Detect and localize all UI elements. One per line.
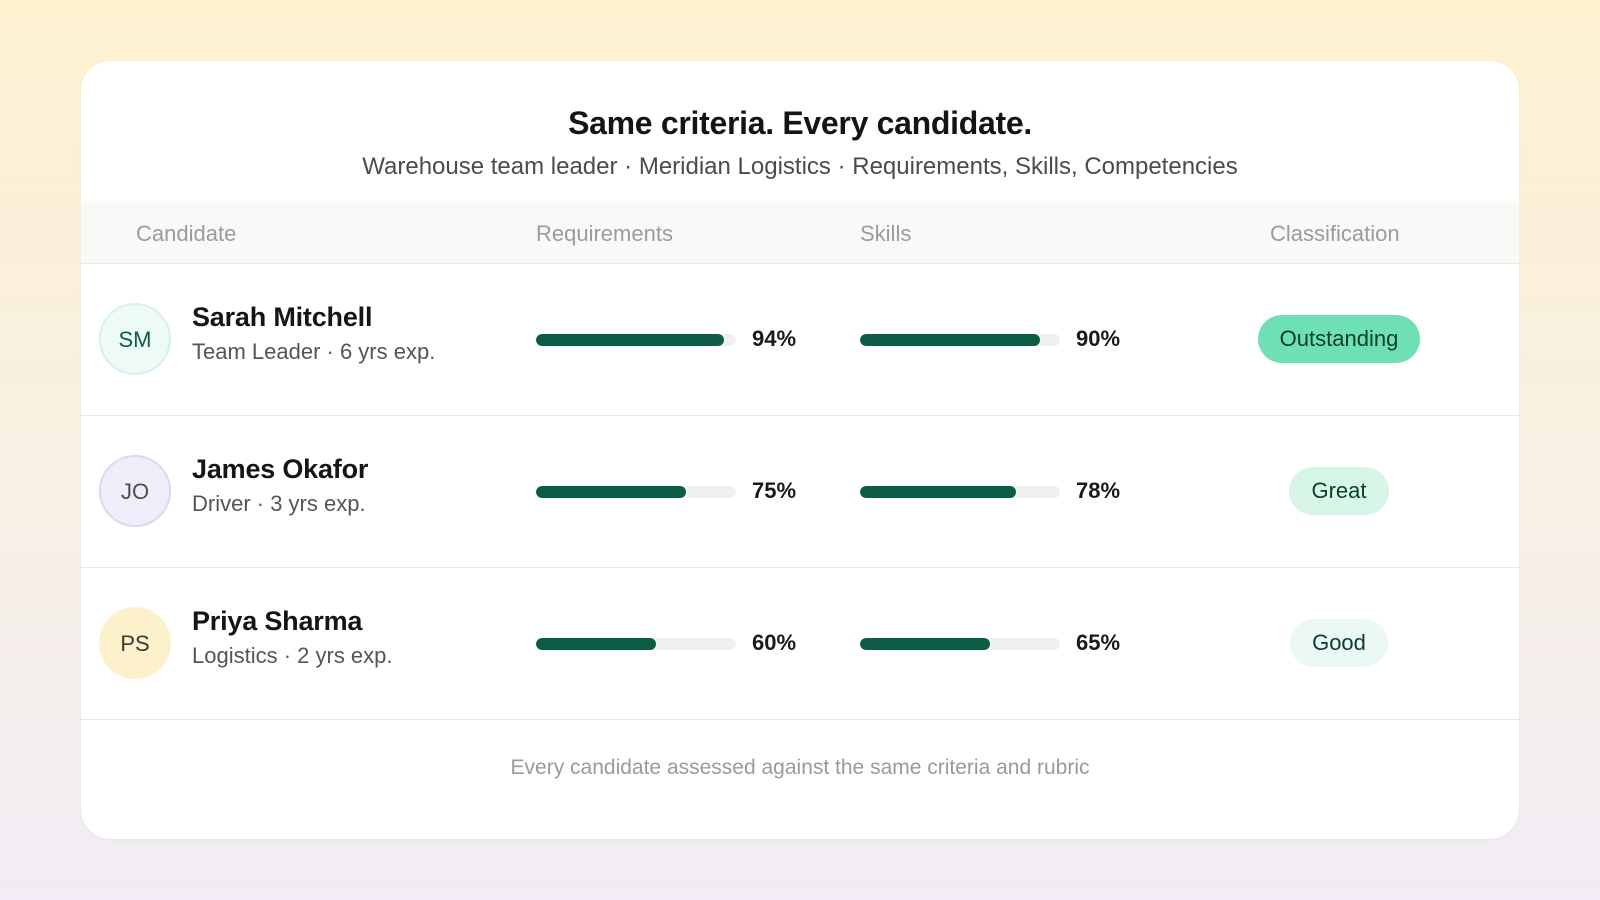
- skills-progress-fill: [860, 334, 1040, 346]
- skills-progress-bar: [860, 638, 1060, 650]
- candidate-meta: Team Leader · 6 yrs exp.: [192, 339, 436, 364]
- skills-progress-fill: [860, 638, 990, 650]
- skills-progress-fill: [860, 486, 1016, 498]
- classification-cell: Great: [1245, 467, 1433, 515]
- requirements-percent: 94%: [752, 326, 797, 351]
- column-header-requirements: Requirements: [536, 221, 673, 246]
- table-row[interactable]: SM Sarah Mitchell Team Leader · 6 yrs ex…: [81, 264, 1519, 416]
- card-header: Same criteria. Every candidate. Warehous…: [81, 61, 1519, 201]
- column-header-classification: Classification: [1270, 221, 1400, 246]
- column-header-skills: Skills: [860, 221, 912, 246]
- table-header: Candidate Requirements Skills Classifica…: [81, 201, 1519, 264]
- column-header-candidate: Candidate: [136, 221, 237, 246]
- requirements-progress-bar: [536, 638, 736, 650]
- footer-note: Every candidate assessed against the sam…: [510, 756, 1090, 779]
- skills-percent: 78%: [1076, 478, 1121, 503]
- requirements-progress-bar: [536, 334, 736, 346]
- requirements-progress-fill: [536, 638, 656, 650]
- page-subtitle: Warehouse team leader · Meridian Logisti…: [362, 153, 1238, 180]
- classification-badge: Good: [1290, 619, 1388, 667]
- candidate-meta: Driver · 3 yrs exp.: [192, 491, 366, 516]
- classification-badge: Great: [1289, 467, 1389, 515]
- classification-badge: Outstanding: [1257, 315, 1421, 363]
- table-row[interactable]: JO James Okafor Driver · 3 yrs exp. 75% …: [81, 416, 1519, 568]
- candidate-meta: Logistics · 2 yrs exp.: [192, 643, 393, 668]
- page-title: Same criteria. Every candidate.: [568, 105, 1032, 141]
- candidate-name: Priya Sharma: [192, 606, 363, 636]
- skills-percent: 90%: [1076, 326, 1121, 351]
- avatar: SM: [99, 303, 171, 375]
- skills-progress-bar: [860, 486, 1060, 498]
- skills-progress-bar: [860, 334, 1060, 346]
- classification-cell: Good: [1245, 619, 1433, 667]
- skills-percent: 65%: [1076, 630, 1121, 655]
- candidate-name: Sarah Mitchell: [192, 302, 373, 332]
- requirements-progress-bar: [536, 486, 736, 498]
- card-footer: Every candidate assessed against the sam…: [81, 724, 1519, 839]
- candidate-comparison-card: Same criteria. Every candidate. Warehous…: [81, 61, 1519, 839]
- avatar: PS: [99, 607, 171, 679]
- requirements-progress-fill: [536, 486, 686, 498]
- requirements-percent: 75%: [752, 478, 797, 503]
- candidate-name: James Okafor: [192, 454, 369, 484]
- avatar: JO: [99, 455, 171, 527]
- classification-cell: Outstanding: [1245, 315, 1433, 363]
- table-row[interactable]: PS Priya Sharma Logistics · 2 yrs exp. 6…: [81, 568, 1519, 720]
- requirements-progress-fill: [536, 334, 724, 346]
- requirements-percent: 60%: [752, 630, 797, 655]
